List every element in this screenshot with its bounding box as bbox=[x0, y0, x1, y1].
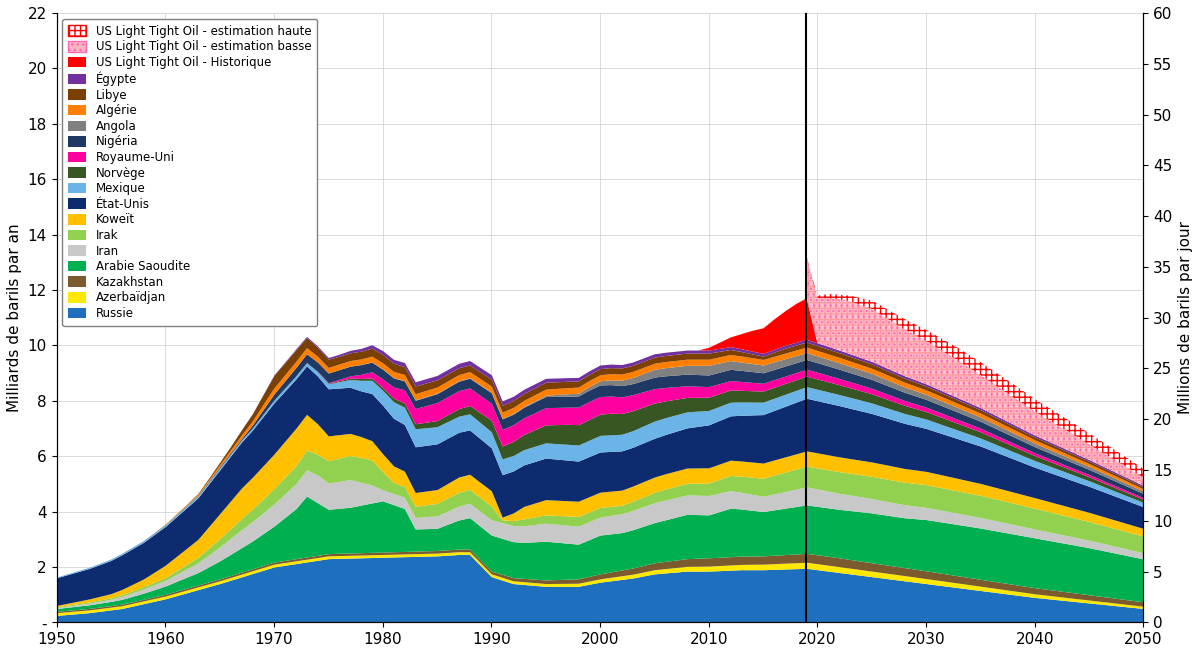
Y-axis label: Millions de barils par jour: Millions de barils par jour bbox=[1178, 221, 1193, 414]
Y-axis label: Milliards de barils par an: Milliards de barils par an bbox=[7, 223, 22, 412]
Legend: US Light Tight Oil - estimation haute, US Light Tight Oil - estimation basse, US: US Light Tight Oil - estimation haute, U… bbox=[62, 19, 317, 326]
